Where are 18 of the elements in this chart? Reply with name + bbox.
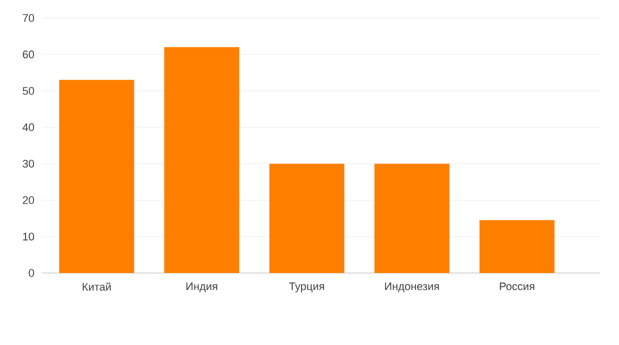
x-tick-label: Индонезия [385,282,439,292]
bar [479,220,554,273]
y-tick-label: 20 [22,196,34,204]
bar [164,47,240,273]
x-tick-label: Турция [289,282,324,292]
bar [374,164,450,273]
y-tick-label: 10 [23,232,34,240]
y-tick-label: 60 [22,50,34,58]
y-tick-label: 40 [22,123,34,132]
bar [59,80,134,273]
x-tick-label: Индия [186,282,218,292]
x-tick-label: Китай [82,282,111,291]
y-tick-label: 0 [28,269,34,277]
y-tick-label: 50 [22,86,34,95]
bar [269,164,344,273]
y-tick-label: 70 [22,14,34,22]
x-tick-label: Россия [500,282,534,290]
y-tick-label: 30 [22,160,34,168]
